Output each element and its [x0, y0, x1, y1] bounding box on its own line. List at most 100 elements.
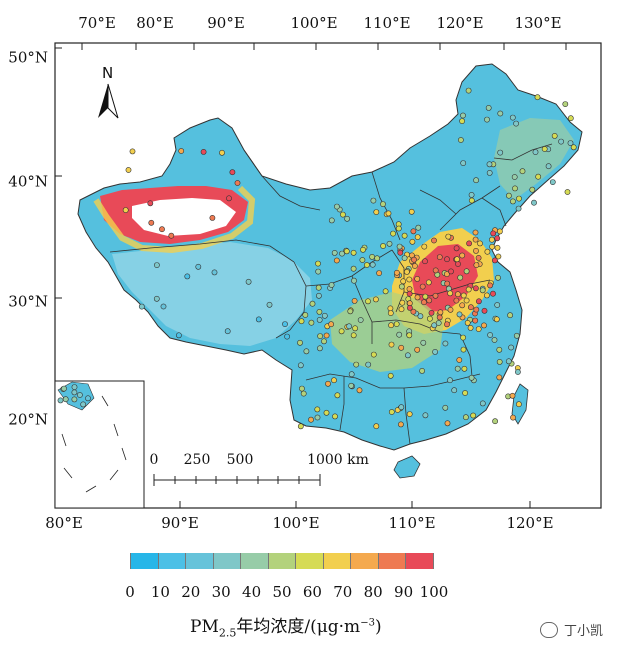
scale-bar — [153, 474, 321, 486]
station-dot — [456, 357, 463, 363]
station-dot — [529, 186, 536, 193]
station-dot — [353, 361, 360, 368]
station-dot — [494, 235, 501, 242]
station-dot — [505, 192, 512, 199]
station-dot — [425, 279, 432, 286]
station-dot — [463, 268, 470, 275]
taklimakan-core — [132, 198, 236, 236]
legend-cell — [241, 553, 269, 569]
station-dot — [463, 297, 470, 304]
station-dot — [475, 326, 482, 332]
station-dot — [370, 351, 377, 358]
station-dot — [432, 348, 438, 355]
station-dot — [401, 255, 408, 261]
station-dot — [519, 168, 526, 175]
station-dot — [447, 377, 453, 384]
lon-label-top: 130°E — [514, 14, 562, 32]
station-dot — [411, 263, 418, 269]
station-dot — [129, 148, 136, 155]
legend-title-suffix: ) — [374, 617, 382, 637]
legend-tick: 30 — [211, 583, 231, 601]
station-dot — [481, 322, 487, 329]
legend-tick: 20 — [181, 583, 201, 601]
station-dot — [460, 346, 467, 353]
lat-label: 20°N — [8, 410, 48, 429]
station-dot — [397, 249, 404, 256]
station-dot — [219, 149, 225, 156]
station-dot — [468, 197, 475, 204]
station-dot — [472, 229, 479, 236]
station-dot — [535, 173, 542, 180]
station-dot — [454, 291, 461, 298]
station-dot — [406, 411, 413, 417]
station-dot — [509, 114, 516, 121]
station-dot — [420, 339, 427, 346]
station-dot — [436, 254, 443, 260]
station-dot — [422, 412, 429, 419]
station-dot — [57, 397, 64, 404]
lon-label-top: 110°E — [363, 14, 411, 32]
station-dot — [437, 309, 444, 316]
station-dot — [400, 278, 407, 285]
station-dot — [447, 306, 454, 313]
station-dot — [308, 416, 314, 423]
station-dot — [453, 245, 460, 252]
station-dot — [315, 268, 322, 275]
lon-label-top: 120°E — [436, 14, 484, 32]
station-dot — [332, 413, 338, 420]
station-dot — [398, 344, 405, 351]
station-dot — [545, 163, 552, 170]
legend-cell — [268, 553, 297, 569]
lat-label: 50°N — [8, 48, 48, 67]
legend-cell — [378, 553, 407, 569]
station-dot — [513, 120, 519, 127]
station-dot — [513, 332, 520, 339]
scale-label: 500 — [226, 452, 254, 468]
station-dot — [426, 315, 433, 322]
station-dot — [71, 384, 78, 390]
station-dot — [397, 421, 404, 428]
station-dot — [444, 321, 450, 328]
lon-label-top: 70°E — [78, 14, 116, 32]
station-dot — [428, 309, 435, 316]
station-dot — [61, 385, 67, 392]
station-dot — [422, 293, 429, 300]
station-dot — [445, 233, 452, 240]
station-dot — [567, 115, 574, 122]
legend-cell — [351, 553, 379, 569]
station-dot — [448, 268, 454, 275]
station-dot — [323, 409, 330, 416]
station-dot — [234, 180, 241, 186]
lon-label-top: 100°E — [290, 14, 338, 32]
station-dot — [495, 274, 501, 281]
station-dot — [331, 249, 338, 256]
station-dot — [496, 358, 503, 365]
station-dot — [491, 257, 498, 264]
station-dot — [386, 240, 393, 247]
station-dot — [390, 230, 396, 237]
station-dot — [388, 322, 394, 329]
station-dot — [496, 374, 503, 381]
station-dot — [509, 392, 516, 399]
station-dot — [489, 243, 495, 250]
lon-label-bottom: 80°E — [45, 514, 83, 532]
station-dot — [175, 332, 182, 339]
station-dot — [370, 197, 377, 204]
station-dot — [479, 400, 486, 407]
station-dot — [347, 308, 354, 315]
station-dot — [255, 316, 262, 323]
station-dot — [464, 319, 471, 326]
station-dot — [348, 382, 355, 389]
station-dot — [453, 297, 460, 304]
station-dot — [360, 246, 366, 253]
station-dot — [507, 312, 513, 319]
station-dot — [393, 269, 400, 276]
legend-cell — [186, 553, 214, 569]
station-dot — [435, 320, 442, 326]
station-dot — [245, 278, 252, 285]
station-dot — [333, 257, 340, 264]
station-dot — [387, 305, 394, 312]
station-dot — [409, 238, 416, 245]
station-dot — [497, 110, 504, 117]
station-dot — [365, 361, 372, 368]
